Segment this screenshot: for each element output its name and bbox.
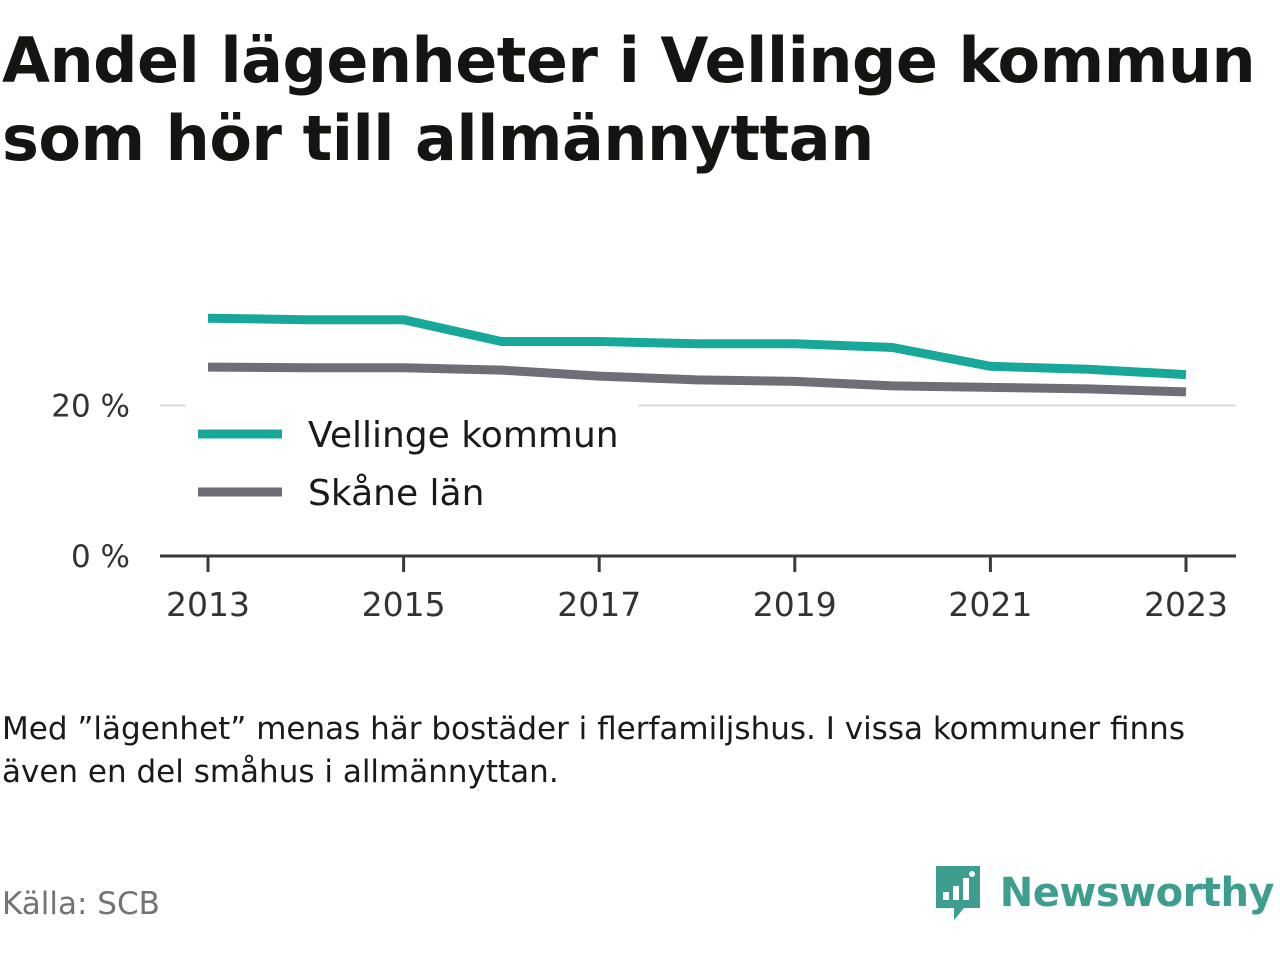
legend-label: Vellinge kommun bbox=[308, 415, 619, 456]
newsworthy-logo-icon bbox=[935, 866, 980, 920]
x-tick-label: 2019 bbox=[753, 585, 837, 624]
x-tick-label: 2023 bbox=[1144, 585, 1228, 624]
legend-background bbox=[186, 404, 638, 526]
legend-label: Skåne län bbox=[308, 473, 484, 514]
series-line bbox=[207, 313, 1187, 380]
x-tick-label: 2015 bbox=[362, 585, 446, 624]
source-label: Källa: SCB bbox=[2, 886, 160, 922]
brand-name: Newsworthy bbox=[999, 870, 1275, 916]
y-tick-label: 20 % bbox=[51, 388, 130, 424]
series-lines bbox=[207, 313, 1187, 397]
x-tick-label: 2021 bbox=[948, 585, 1032, 624]
footnote: Med ”lägenhet” menas här bostäder i fler… bbox=[2, 711, 1185, 790]
x-tick-label: 2017 bbox=[557, 585, 641, 624]
legend: Vellinge kommun Skåne län bbox=[186, 404, 638, 526]
x-tick-label: 2013 bbox=[166, 585, 250, 624]
series-line bbox=[207, 362, 1187, 397]
y-tick-label: 0 % bbox=[71, 539, 130, 575]
axes: 0 % 20 % 2013 2015 2017 2019 2021 2023 bbox=[51, 388, 1236, 624]
chart-title: Andel lägenheter i Vellinge kommun som h… bbox=[2, 24, 1256, 175]
brand: Newsworthy bbox=[932, 862, 1275, 924]
